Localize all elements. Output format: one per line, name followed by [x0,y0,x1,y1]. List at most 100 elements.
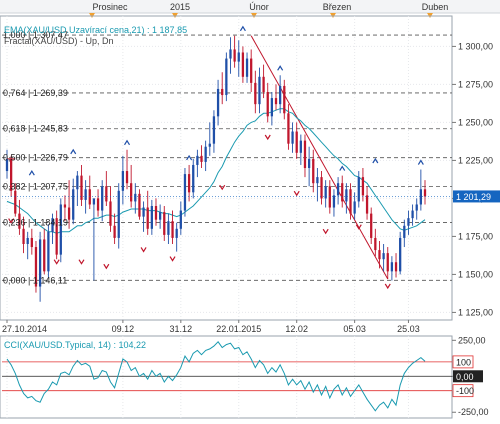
candle [407,210,410,235]
candle [175,222,178,252]
candle-body [150,206,153,229]
fractal-up-marker [239,25,246,32]
fractal-up-marker [372,157,379,164]
candle-body [14,190,17,214]
current-price-tag [453,190,500,203]
candle [125,149,129,190]
candle-body [382,253,385,260]
candle-body [349,189,352,214]
candle [320,171,323,205]
candle [299,134,302,165]
candle [72,178,75,225]
candle-body [121,171,125,191]
candle-body [283,85,286,114]
candle-body [76,175,79,190]
candle [80,164,83,206]
x-tick-label: 05.03 [343,324,366,334]
candle-body [154,206,158,220]
candle [150,199,153,235]
candle [26,231,29,260]
candle-body [183,174,187,211]
candle-body [324,186,327,199]
candle [283,79,286,120]
candle-body [200,155,203,162]
candle [67,180,71,229]
candle-body [167,221,170,235]
candle-body [187,174,191,193]
candle [84,180,87,214]
candle [171,210,174,244]
candle-body [328,186,331,208]
cci-line [6,341,426,412]
cci-level-label: 100 [456,357,471,367]
candle [357,171,360,208]
fractal-legend: Fractal(XAU/USD) - Up, Dn [4,36,114,46]
candle [47,224,50,278]
candle [370,207,373,244]
fractal-up-marker [417,159,424,165]
main-price-panel[interactable]: 1,000 | 1 307,47 0,764 | 1 269,39 0,618 | … [0,15,453,321]
x-tick-label: 27.10.2014 [2,324,47,334]
fractal-down-marker [264,134,271,141]
candle-body [51,218,54,232]
cci-indicator-panel[interactable]: 100 -100 250,00 -250,00 0,00 CCI(XAU/USD.Typ… [0,335,489,419]
fib-level-label: 0,618 | 1 245,83 [3,124,68,134]
fractal-down-marker [384,283,391,290]
y-tick-label: 1 150,00 [458,269,493,279]
date-axis[interactable]: 27.10.2014 09.12 31.12 22.01.2015 12.02 05.03… [0,319,452,334]
price-axis[interactable]: 1 125,001 150,001 175,001 200,001 225,00… [2,41,500,317]
candle-body [411,210,414,219]
fractal-down-marker [219,184,226,191]
candle [63,195,67,222]
candle-body [316,177,319,184]
candle [233,35,236,68]
candle [167,213,170,244]
candle-body [245,58,249,77]
candle-body [117,190,120,238]
candle [22,216,25,254]
candle-body [274,98,278,105]
candle-body [266,92,269,117]
candle [258,67,261,114]
candle [212,110,216,153]
candle-body [38,239,42,287]
candle [295,122,298,159]
candle-body [10,158,13,191]
fractal-down-marker [355,224,362,230]
candle [287,104,290,150]
candle-body [303,140,307,168]
candle [208,122,211,156]
candle-body [370,213,373,238]
cci-y-tick-label: -250,00 [458,407,489,417]
candle-body [353,201,356,214]
candle [241,46,245,83]
candle [332,189,336,217]
x-tick-label: 09.12 [112,324,135,334]
cci-level-tag [452,355,474,369]
candle [55,210,58,260]
candle-body [63,204,67,208]
candle [394,253,398,278]
candle-body [332,195,336,208]
candle [105,171,108,206]
trend-line [250,35,389,280]
candle [274,84,278,111]
candle-body [270,98,274,117]
fractal-up-marker [28,170,35,176]
candle-body [130,183,133,202]
y-tick-label: 1 175,00 [458,231,493,241]
fib-level-label: 0,000 | 1 146,11 [3,275,67,285]
candle [423,180,427,205]
month-label-prosinec: Prosinec [92,2,128,12]
candle [361,168,365,202]
candle [146,190,149,235]
candle [200,145,203,168]
ema-line [6,108,426,234]
candle-body [96,198,100,211]
cci-level-tag [452,384,474,398]
candle-body [88,189,91,205]
candle-body [365,195,369,214]
cci-level-label: -100 [456,386,474,396]
